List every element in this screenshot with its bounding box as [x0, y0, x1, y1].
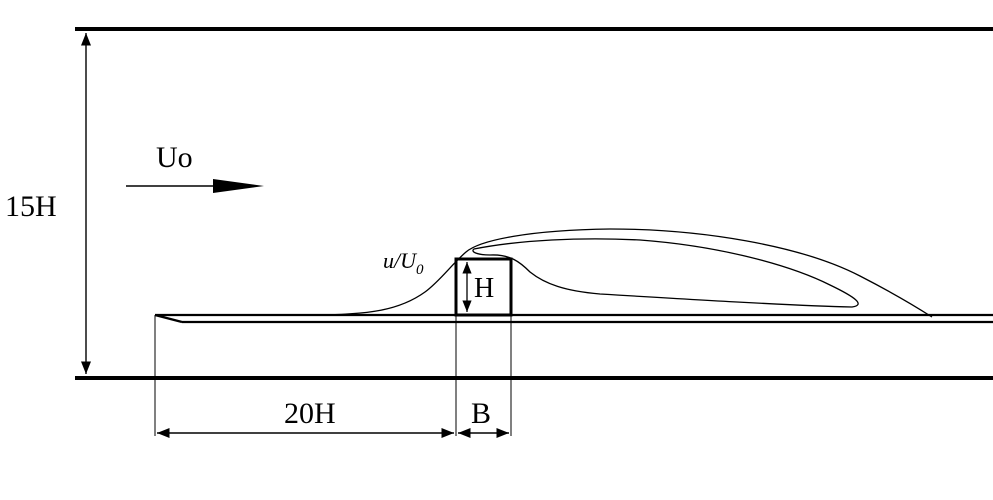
profile-label-subscript: 0 — [416, 262, 424, 278]
ground-plate-leading-edge — [154, 313, 993, 324]
velocity-profile-outline — [309, 228, 933, 318]
obstacle-width-label: B — [471, 397, 491, 430]
domain-height-label: 15H — [5, 190, 57, 223]
upstream-length-label: 20H — [284, 397, 336, 430]
profile-label-main: u/U — [383, 248, 418, 273]
obstacle-height-label: H — [474, 273, 494, 304]
profile-label: u/U0 — [383, 248, 424, 278]
recirculation-bubble-outline — [472, 238, 859, 308]
inflow-velocity-label: Uo — [156, 141, 193, 174]
inflow-arrowhead — [213, 179, 264, 193]
